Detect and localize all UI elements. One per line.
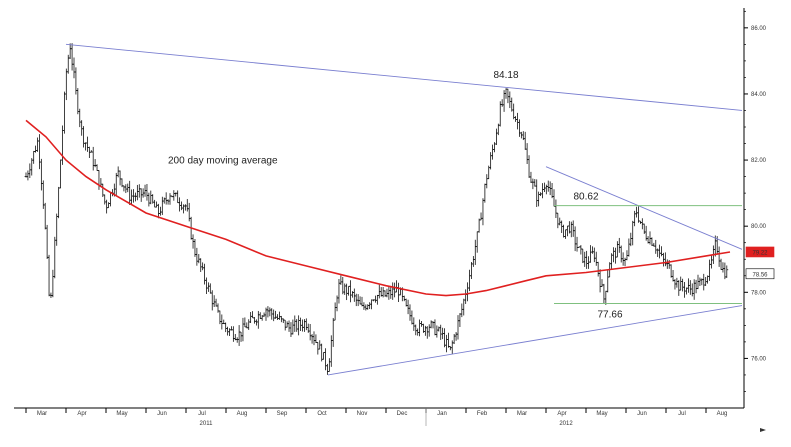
y-tick-label: 84.00 — [751, 92, 767, 98]
scroll-arrow-icon — [760, 428, 766, 432]
x-tick-label: Aug — [717, 411, 728, 417]
x-tick-label: Aug — [237, 411, 248, 417]
x-tick-label: Feb — [477, 411, 488, 417]
x-tick-label: Jan — [437, 411, 447, 417]
price-tag-label: 79.22 — [752, 250, 768, 256]
annotation-label: 77.66 — [597, 310, 622, 321]
y-tick-label: 76.00 — [751, 356, 767, 362]
trend-line — [327, 305, 743, 376]
x-tick-label: Jul — [678, 411, 686, 417]
trend-lines-layer — [65, 43, 743, 376]
trend-line — [65, 43, 743, 111]
x-tick-label: Jun — [637, 411, 647, 417]
year-label: 2011 — [200, 421, 214, 427]
x-tick-label: May — [116, 411, 127, 417]
x-tick-label: May — [596, 411, 607, 417]
price-bars-layer — [24, 43, 729, 375]
x-tick-label: Mar — [517, 411, 527, 417]
x-tick-label: Oct — [317, 411, 327, 417]
x-tick-label: Dec — [397, 411, 408, 417]
annotation-label: 200 day moving average — [168, 155, 278, 166]
price-tag-label: 78.56 — [752, 272, 768, 278]
price-tag-box — [745, 268, 775, 280]
y-tick-label: 80.00 — [751, 224, 767, 230]
x-tick-label: Jul — [198, 411, 206, 417]
y-tick-label: 86.00 — [751, 26, 767, 32]
annotation-label: 80.62 — [573, 192, 598, 203]
price-tag-box — [745, 246, 775, 258]
y-tick-label: 82.00 — [751, 158, 767, 164]
axes-layer: 76.00 78.00 80.00 82.00 84.00 86.00 Mar Apr May J… — [14, 8, 767, 432]
x-tick-label: Jun — [157, 411, 167, 417]
x-tick-label: Mar — [37, 411, 47, 417]
annotation-label: 84.18 — [493, 70, 518, 81]
year-label: 2012 — [559, 421, 573, 427]
x-tick-label: Nov — [357, 411, 368, 417]
x-tick-label: Apr — [557, 411, 566, 417]
x-tick-label: Apr — [77, 411, 86, 417]
trend-line — [545, 166, 743, 250]
moving-average-layer — [25, 119, 731, 297]
y-tick-label: 78.00 — [751, 290, 767, 296]
moving-average-line — [25, 119, 731, 297]
annotations-layer: 84.18 80.62 77.66 200 day moving average 79.… — [168, 70, 775, 321]
x-tick-label: Sep — [277, 411, 288, 417]
